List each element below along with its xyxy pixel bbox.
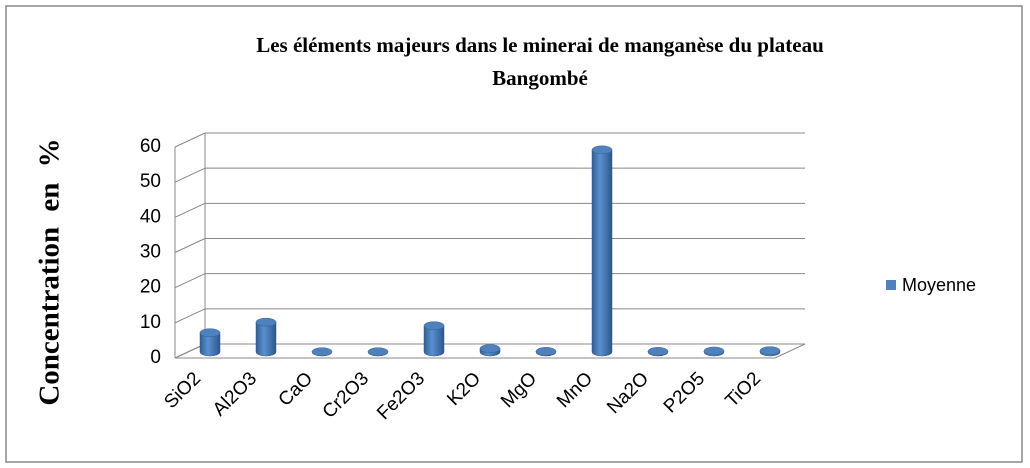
legend-label: Moyenne: [902, 275, 976, 295]
bar-top: [591, 145, 613, 155]
bar-top: [647, 347, 669, 356]
bar: [591, 149, 613, 357]
y-tick-label: 40: [140, 206, 161, 227]
bar: [423, 325, 445, 357]
y-tick-label: 50: [140, 171, 161, 192]
grid-line-side: [174, 167, 206, 183]
bar-top: [199, 328, 221, 337]
y-axis-label: Concentration en %: [34, 138, 66, 405]
y-tick-label: 30: [140, 242, 161, 263]
chart-title: Bangombé: [492, 66, 588, 90]
bar-top: [703, 346, 725, 356]
bar-top: [759, 346, 781, 355]
bar-top: [479, 344, 501, 353]
grid-line-side: [174, 202, 206, 218]
grid-line-side: [174, 308, 206, 324]
y-tick-label: 10: [140, 312, 161, 333]
chart-title: Les éléments majeurs dans le minerai de …: [256, 33, 824, 57]
bar-top: [423, 321, 445, 330]
bar: [255, 322, 277, 357]
bar-top: [311, 347, 333, 356]
bar-top: [367, 347, 389, 356]
y-tick-label: 20: [140, 277, 161, 298]
y-tick-label: 0: [150, 347, 161, 368]
grid-line-side: [174, 238, 206, 253]
grid-line-side: [174, 273, 206, 289]
bar-top: [535, 347, 557, 356]
y-tick-label: 60: [140, 136, 161, 157]
bar-top: [255, 317, 277, 327]
grid-line-side: [174, 132, 206, 148]
legend-swatch: [886, 280, 896, 290]
